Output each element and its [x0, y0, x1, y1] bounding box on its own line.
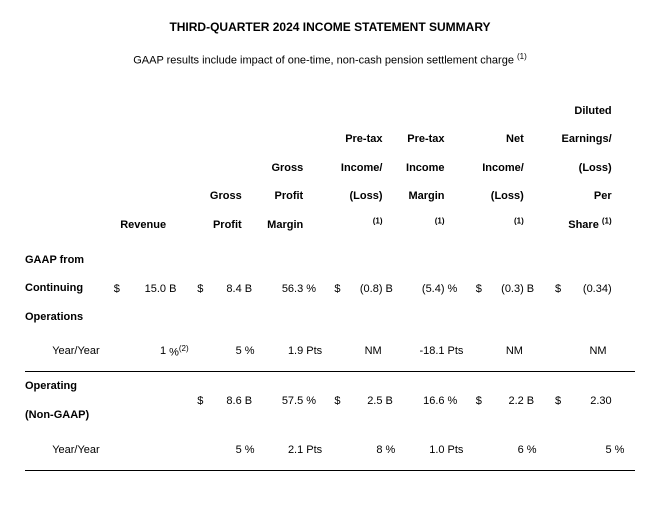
gaap-yy-gpm: 1.9	[265, 331, 303, 372]
col-net-income: NetIncome/(Loss) (1)	[482, 97, 524, 246]
gaap-pti: (0.8)	[341, 246, 383, 332]
gaap-yy-gp: 5	[203, 331, 241, 372]
gaap-ptm: (5.4)	[406, 246, 445, 332]
subtitle-footnote: (1)	[517, 52, 527, 61]
nongaap-pti: 2.5	[341, 372, 383, 430]
gaap-yy-rev: 1	[120, 331, 166, 372]
gaap-ni: (0.3)	[482, 246, 524, 332]
nongaap-yy-gp: 5	[203, 430, 241, 471]
gaap-label: GAAP fromContinuingOperations	[25, 246, 106, 332]
subtitle-text: GAAP results include impact of one-time,…	[133, 55, 517, 67]
header-row: Revenue GrossProfit GrossProfitMargin Pr…	[25, 97, 635, 246]
col-gross-profit: GrossProfit	[203, 97, 241, 246]
nongaap-yy-eps: 5	[561, 430, 612, 471]
col-diluted-eps: DilutedEarnings/(Loss) PerShare (1)	[561, 97, 612, 246]
gaap-yy-row: Year/Year 1%(2) 5% 1.9Pts NM -18.1Pts NM…	[25, 331, 635, 372]
nongaap-yy-gpm: 2.1	[265, 430, 303, 471]
col-revenue: Revenue	[120, 97, 166, 246]
nongaap-row: Operating(Non-GAAP) $8.6B 57.5% $2.5B 16…	[25, 372, 635, 430]
nongaap-eps: 2.30	[561, 372, 612, 430]
col-pretax-margin: Pre-taxIncomeMargin (1)	[406, 97, 445, 246]
nongaap-gp: 8.6	[203, 372, 241, 430]
col-gp-margin: GrossProfitMargin	[265, 97, 303, 246]
gaap-gpm: 56.3	[265, 246, 303, 332]
nongaap-yy-label: Year/Year	[25, 430, 106, 471]
gaap-row: GAAP fromContinuingOperations $15.0B $8.…	[25, 246, 635, 332]
nongaap-ptm: 16.6	[406, 372, 445, 430]
gaap-yy-pti: NM	[341, 331, 406, 372]
page-title: THIRD-QUARTER 2024 INCOME STATEMENT SUMM…	[25, 20, 635, 34]
nongaap-yy-ni: 6	[482, 430, 524, 471]
gaap-rev-u: B	[166, 246, 189, 332]
gaap-yy-label: Year/Year	[25, 331, 106, 372]
gaap-eps: (0.34)	[561, 246, 612, 332]
income-statement-table: Revenue GrossProfit GrossProfitMargin Pr…	[25, 97, 635, 471]
nongaap-ni: 2.2	[482, 372, 524, 430]
gaap-gp: 8.4	[203, 246, 241, 332]
gaap-yy-ni: NM	[482, 331, 547, 372]
gaap-yy-ptm: -18.1	[406, 331, 445, 372]
nongaap-yy-pti: 8	[341, 430, 383, 471]
nongaap-yy-ptm: 1.0	[406, 430, 445, 471]
col-pretax-income: Pre-taxIncome/(Loss) (1)	[341, 97, 383, 246]
gaap-yy-eps: NM	[561, 331, 635, 372]
nongaap-gpm: 57.5	[265, 372, 303, 430]
nongaap-yy-row: Year/Year 5% 2.1Pts 8% 1.0Pts 6% 5%	[25, 430, 635, 471]
gaap-rev: 15.0	[120, 246, 166, 332]
page-subtitle: GAAP results include impact of one-time,…	[25, 52, 635, 67]
gaap-rev-sym: $	[106, 246, 120, 332]
nongaap-label: Operating(Non-GAAP)	[25, 372, 106, 430]
